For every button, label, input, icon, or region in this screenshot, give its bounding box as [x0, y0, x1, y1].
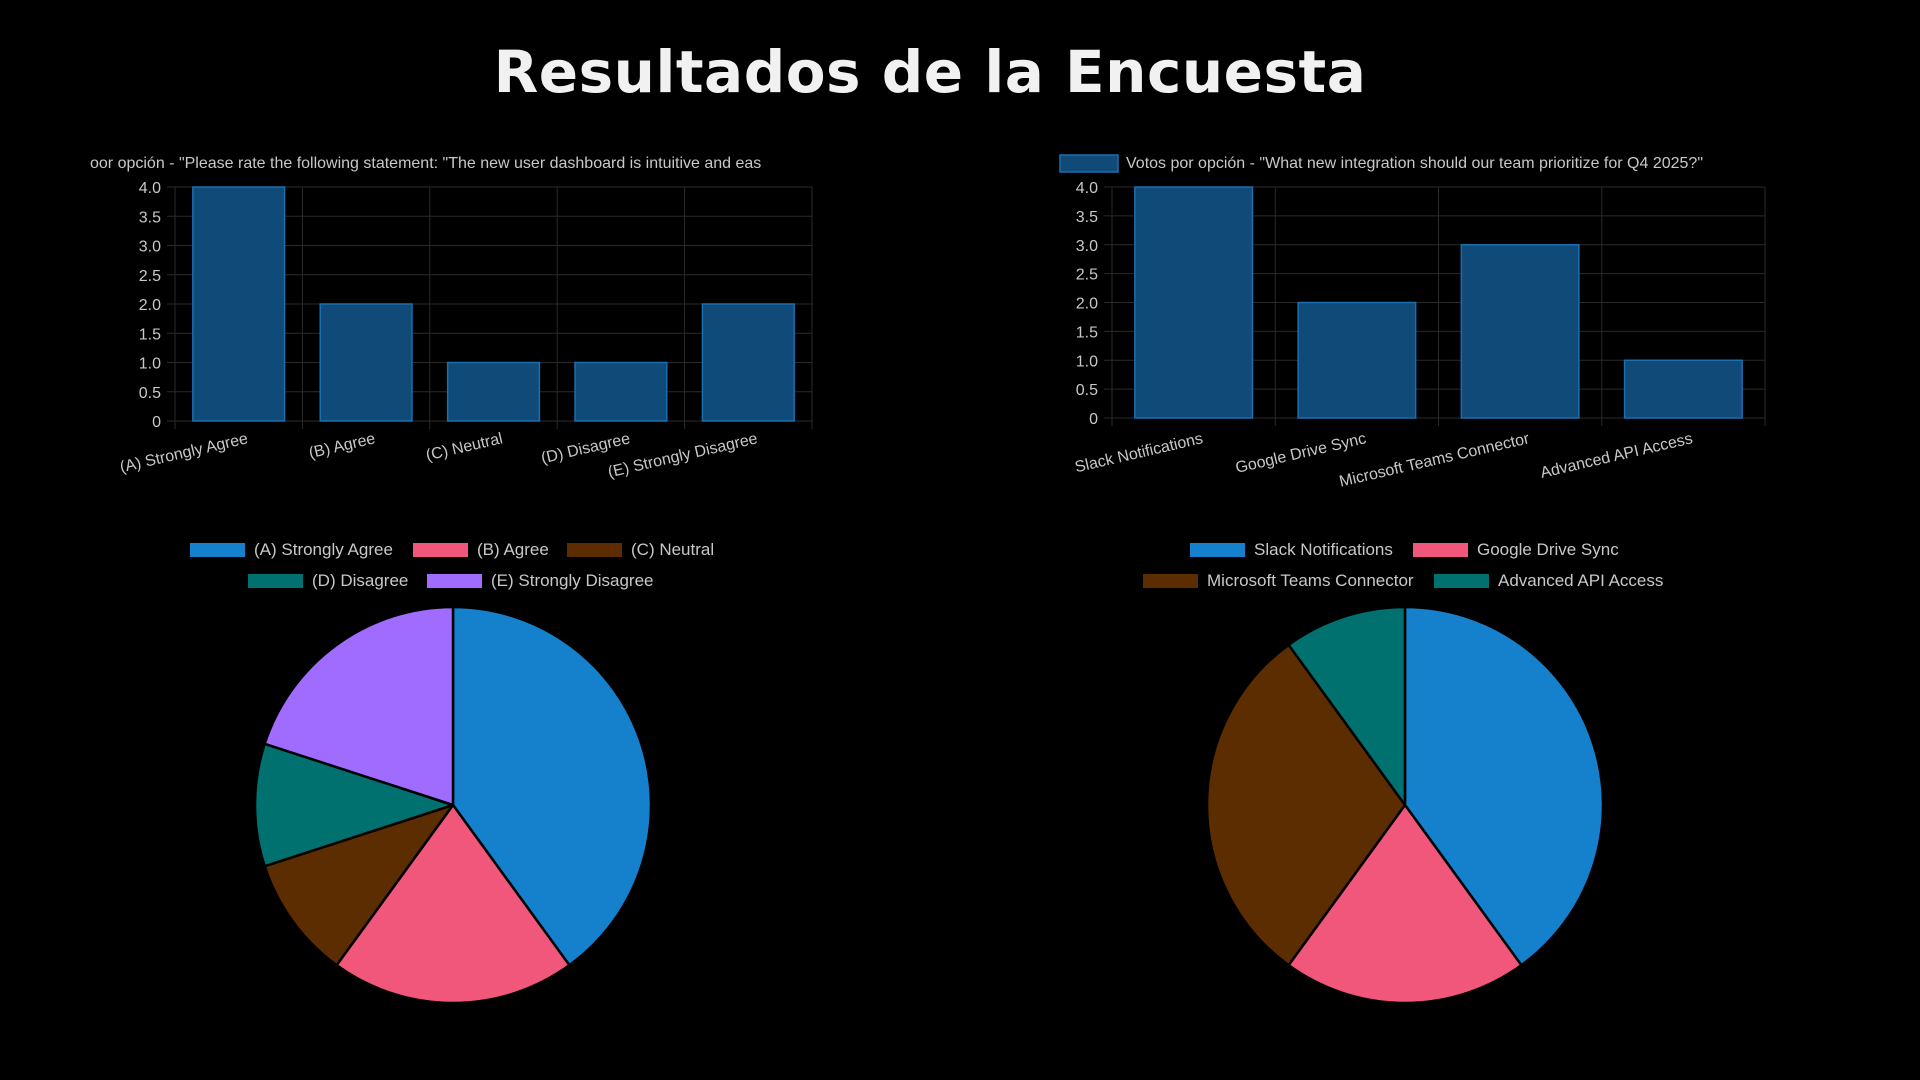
- legend-swatch-google-drive-sync[interactable]: [1413, 543, 1468, 557]
- bar-b-agree[interactable]: [319, 303, 413, 422]
- y-tick-label: 2.0: [139, 297, 161, 314]
- x-tick-label: Google Drive Sync: [1234, 430, 1368, 477]
- page-title: Resultados de la Encuesta: [493, 38, 1367, 106]
- y-tick-label: 1.5: [1076, 324, 1098, 341]
- pie-slice-advanced-api-access[interactable]: [1287, 605, 1407, 807]
- y-tick-label: 4.0: [1076, 180, 1098, 197]
- y-tick-label: 1.0: [139, 356, 161, 373]
- pie-slice-google-drive-sync[interactable]: [1287, 803, 1523, 1005]
- y-tick-label: 1.5: [139, 326, 161, 343]
- bar-d-disagree[interactable]: [574, 361, 668, 422]
- legend-swatch-a-strongly-agree[interactable]: [190, 543, 245, 557]
- bar-advanced-api-access[interactable]: [1623, 359, 1743, 419]
- pie-slice-c-neutral[interactable]: [263, 803, 455, 967]
- legend-label-b-agree[interactable]: (B) Agree: [477, 540, 549, 559]
- pie-slice-d-disagree[interactable]: [253, 742, 455, 868]
- bar-microsoft-teams-connector[interactable]: [1460, 244, 1580, 419]
- pie-chart-1: (A) Strongly Agree (B) Agree (C) Neutral (D…: [190, 540, 714, 1005]
- x-tick-label: Slack Notifications: [1073, 430, 1204, 476]
- legend-swatch-e-strongly-disagree[interactable]: [427, 574, 482, 588]
- bar-chart-2: 0 0.5 1.0 1.5 2.0 2.5 3.0 3.5 4.0 Slack Notificat…: [1059, 154, 1766, 491]
- y-tick-label: 3.5: [139, 209, 161, 226]
- legend-swatch-slack-notifications[interactable]: [1190, 543, 1245, 557]
- y-tick-label: 3.0: [1076, 238, 1098, 255]
- pie-slice-microsoft-teams-connector[interactable]: [1205, 643, 1407, 967]
- pie-slice-b-agree[interactable]: [335, 803, 571, 1005]
- bar-chart-title-group: oor opción - "Please rate the following …: [90, 155, 761, 172]
- y-tick-label: 4.0: [139, 180, 161, 197]
- legend-label-google-drive-sync[interactable]: Google Drive Sync: [1477, 540, 1619, 559]
- legend-swatch-advanced-api-access[interactable]: [1434, 574, 1489, 588]
- bar-chart-1: 0 0.5 1.0 1.5 2.0 2.5 3.0 3.5 4.0 (A) Strongly Ag…: [90, 155, 813, 481]
- legend-swatch-c-neutral[interactable]: [567, 543, 622, 557]
- x-tick-label: (A) Strongly Agree: [118, 430, 249, 476]
- y-tick-label: 2.5: [139, 268, 161, 285]
- x-tick-label: (C) Neutral: [424, 430, 504, 464]
- pie-chart-2: Slack Notifications Google Drive Sync Micr…: [1143, 540, 1663, 1005]
- legend-label-microsoft-teams-connector[interactable]: Microsoft Teams Connector: [1207, 571, 1414, 590]
- legend-swatch-b-agree[interactable]: [413, 543, 468, 557]
- y-tick-label: 0.5: [139, 385, 161, 402]
- legend-swatch-d-disagree[interactable]: [248, 574, 303, 588]
- bar-google-drive-sync[interactable]: [1297, 301, 1417, 419]
- pie-slice-e-strongly-disagree[interactable]: [263, 605, 455, 807]
- pie-slice-a-strongly-agree[interactable]: [451, 605, 653, 967]
- bar-legend-swatch[interactable]: [1059, 154, 1119, 173]
- x-tick-label: (B) Agree: [307, 430, 377, 462]
- y-tick-label: 3.0: [139, 239, 161, 256]
- bar-e-strongly-disagree[interactable]: [701, 303, 795, 422]
- legend-label-slack-notifications[interactable]: Slack Notifications: [1254, 540, 1393, 559]
- x-tick-label: Microsoft Teams Connector: [1338, 430, 1532, 490]
- pie-slice-slack-notifications[interactable]: [1403, 605, 1605, 967]
- y-tick-label: 0.5: [1076, 382, 1098, 399]
- bar-chart-title: oor opción - "Please rate the following …: [90, 155, 761, 172]
- bar-a-strongly-agree[interactable]: [192, 186, 286, 422]
- legend-label-e-strongly-disagree[interactable]: (E) Strongly Disagree: [491, 571, 654, 590]
- y-tick-label: 1.0: [1076, 353, 1098, 370]
- legend-label-d-disagree[interactable]: (D) Disagree: [312, 571, 408, 590]
- y-tick-label: 2.0: [1076, 296, 1098, 313]
- y-tick-label: 0: [1089, 411, 1098, 428]
- x-tick-label: Advanced API Access: [1539, 430, 1694, 482]
- bar-c-neutral[interactable]: [446, 361, 541, 422]
- y-tick-label: 0: [152, 414, 161, 431]
- legend-label-a-strongly-agree[interactable]: (A) Strongly Agree: [254, 540, 393, 559]
- bar-slack-notifications[interactable]: [1134, 186, 1254, 419]
- y-tick-label: 2.5: [1076, 267, 1098, 284]
- legend-label-advanced-api-access[interactable]: Advanced API Access: [1498, 571, 1663, 590]
- bar-chart-title[interactable]: Votos por opción - "What new integration…: [1126, 155, 1703, 172]
- legend-label-c-neutral[interactable]: (C) Neutral: [631, 540, 714, 559]
- legend-swatch-microsoft-teams-connector[interactable]: [1143, 574, 1198, 588]
- y-tick-label: 3.5: [1076, 209, 1098, 226]
